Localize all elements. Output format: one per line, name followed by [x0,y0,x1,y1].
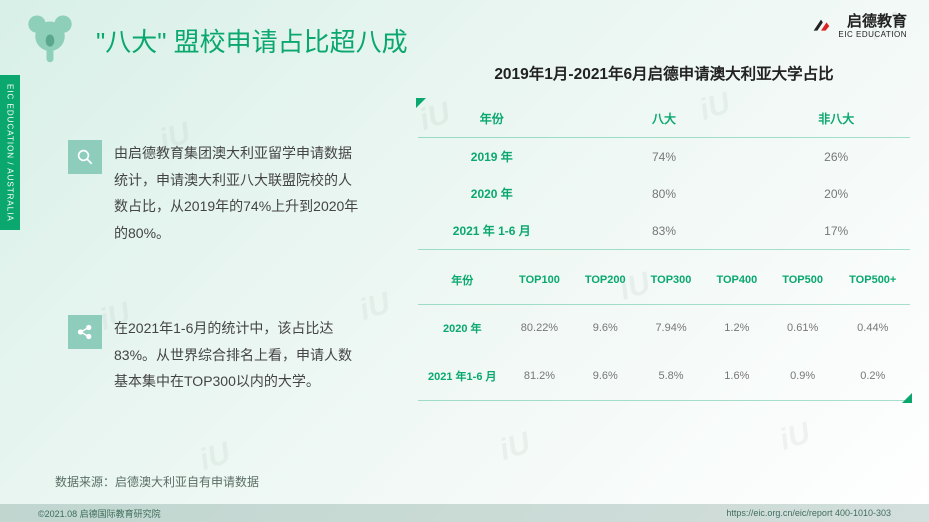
table-cell: 20% [762,175,910,212]
watermark: iU [495,426,534,468]
table-cell: 0.2% [836,352,910,400]
table-cell: 81.2% [507,352,573,400]
t2-h3: TOP300 [638,256,704,304]
footer-right: https://eic.org.cn/eic/report 400-1010-3… [726,508,891,518]
table-cell: 2020 年 [418,304,507,352]
info-block-2: 在2021年1-6月的统计中，该占比达83%。从世界综合排名上看，申请人数基本集… [68,315,364,395]
info-text-2: 在2021年1-6月的统计中，该占比达83%。从世界综合排名上看，申请人数基本集… [114,315,364,395]
page-title: "八大" 盟校申请占比超八成 [96,22,408,59]
table-cell: 0.44% [836,304,910,352]
logo-cn: 启德教育 [838,14,907,29]
logo-en: EIC EDUCATION [838,31,907,39]
table-cell: 2019 年 [418,138,566,176]
t2-h4: TOP400 [704,256,770,304]
table-cell: 1.6% [704,352,770,400]
share-icon [68,315,102,349]
chart-title: 2019年1月-2021年6月启德申请澳大利亚大学占比 [418,62,910,84]
t2-h1: TOP100 [507,256,573,304]
footer: ©2021.08 启德国际教育研究院 https://eic.org.cn/ei… [0,504,929,522]
t2-h2: TOP200 [572,256,638,304]
data-source: 数据来源：启德澳大利亚自有申请数据 [55,473,259,490]
table-cell: 80.22% [507,304,573,352]
table-2-wrap: 年份 TOP100 TOP200 TOP300 TOP400 TOP500 TO… [418,256,910,401]
t2-h5: TOP500 [770,256,836,304]
table-cell: 26% [762,138,910,176]
watermark: iU [775,416,814,458]
info-block-1: 由启德教育集团澳大利亚留学申请数据统计，申请澳大利亚八大联盟院校的人数占比，从2… [68,140,364,246]
table-cell: 2021 年 1-6 月 [418,212,566,250]
table-cell: 74% [566,138,763,176]
chart-area: 2019年1月-2021年6月启德申请澳大利亚大学占比 年份 八大 非八大 20… [418,62,910,401]
table-cell: 0.61% [770,304,836,352]
table-cell: 5.8% [638,352,704,400]
watermark: iU [195,436,234,478]
brand-logo: 启德教育 EIC EDUCATION [810,14,907,39]
table-cell: 1.2% [704,304,770,352]
table-1: 年份 八大 非八大 2019 年 74% 26% 2020 年 80% 20% … [418,100,910,250]
side-tab: EIC EDUCATION / AUSTRALIA [0,75,20,230]
table-1-wrap: 年份 八大 非八大 2019 年 74% 26% 2020 年 80% 20% … [418,100,910,250]
table-cell: 2021 年1-6 月 [418,352,507,400]
info-text-1: 由启德教育集团澳大利亚留学申请数据统计，申请澳大利亚八大联盟院校的人数占比，从2… [114,140,364,246]
table-cell: 80% [566,175,763,212]
t2-h0: 年份 [418,256,507,304]
logo-icon [810,16,832,38]
table-cell: 7.94% [638,304,704,352]
koala-icon [22,10,77,65]
table-cell: 0.9% [770,352,836,400]
table-cell: 9.6% [572,352,638,400]
table-cell: 83% [566,212,763,250]
footer-left: ©2021.08 启德国际教育研究院 [38,507,161,520]
t1-h2: 非八大 [762,100,910,138]
search-icon [68,140,102,174]
t1-h0: 年份 [418,100,566,138]
t2-h6: TOP500+ [836,256,910,304]
corner-decor [416,98,426,108]
table-2: 年份 TOP100 TOP200 TOP300 TOP400 TOP500 TO… [418,256,910,401]
table-cell: 9.6% [572,304,638,352]
corner-decor [902,393,912,403]
table-cell: 2020 年 [418,175,566,212]
t1-h1: 八大 [566,100,763,138]
table-cell: 17% [762,212,910,250]
